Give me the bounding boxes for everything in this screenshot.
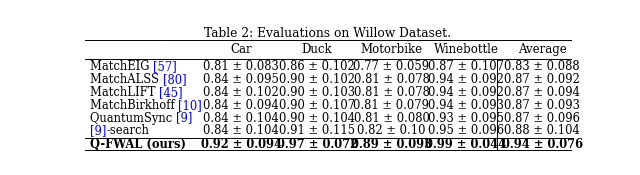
Text: 0.90 ± 0.107: 0.90 ± 0.107 (279, 99, 355, 112)
Text: MatchEIG: MatchEIG (90, 60, 153, 73)
Text: 0.91 ± 0.115: 0.91 ± 0.115 (279, 124, 355, 137)
Text: 0.87 ± 0.107: 0.87 ± 0.107 (428, 60, 504, 73)
Text: MatchALSS: MatchALSS (90, 73, 163, 86)
Text: 0.81 ± 0.078: 0.81 ± 0.078 (353, 86, 429, 99)
Text: 0.81 ± 0.080: 0.81 ± 0.080 (353, 111, 429, 125)
Text: [9]: [9] (90, 124, 106, 137)
Text: 0.94 ± 0.092: 0.94 ± 0.092 (428, 86, 504, 99)
Text: QuantumSync: QuantumSync (90, 111, 176, 125)
Text: 0.88 ± 0.104: 0.88 ± 0.104 (504, 124, 580, 137)
Text: 0.90 ± 0.104: 0.90 ± 0.104 (279, 111, 355, 125)
Text: Table 2: Evaluations on Willow Dataset.: Table 2: Evaluations on Willow Dataset. (205, 27, 451, 40)
Text: 0.87 ± 0.093: 0.87 ± 0.093 (504, 99, 580, 112)
Text: 0.77 ± 0.059: 0.77 ± 0.059 (353, 60, 429, 73)
Text: Motorbike: Motorbike (360, 43, 422, 56)
Text: 0.84 ± 0.095: 0.84 ± 0.095 (204, 73, 279, 86)
Text: 0.87 ± 0.096: 0.87 ± 0.096 (504, 111, 580, 125)
Text: 0.84 ± 0.104: 0.84 ± 0.104 (204, 111, 279, 125)
Text: 0.93 ± 0.095: 0.93 ± 0.095 (428, 111, 504, 125)
Text: 0.97 ± 0.072: 0.97 ± 0.072 (276, 138, 358, 151)
Text: 0.94 ± 0.076: 0.94 ± 0.076 (502, 138, 583, 151)
Text: [9]: [9] (176, 111, 192, 125)
Text: [45]: [45] (159, 86, 182, 99)
Text: 0.81 ± 0.078: 0.81 ± 0.078 (353, 73, 429, 86)
Text: 0.81 ± 0.083: 0.81 ± 0.083 (204, 60, 279, 73)
Text: 0.87 ± 0.094: 0.87 ± 0.094 (504, 86, 580, 99)
Text: 0.84 ± 0.102: 0.84 ± 0.102 (204, 86, 279, 99)
Text: [57]: [57] (153, 60, 177, 73)
Text: Car: Car (230, 43, 252, 56)
Text: 0.81 ± 0.079: 0.81 ± 0.079 (353, 99, 429, 112)
Text: 0.89 ± 0.093: 0.89 ± 0.093 (351, 138, 432, 151)
Text: 0.86 ± 0.102: 0.86 ± 0.102 (279, 60, 355, 73)
Text: Average: Average (518, 43, 566, 56)
Text: 0.92 ± 0.094: 0.92 ± 0.094 (201, 138, 282, 151)
Text: [80]: [80] (163, 73, 186, 86)
Text: 0.90 ± 0.102: 0.90 ± 0.102 (279, 73, 355, 86)
Text: -search: -search (106, 124, 149, 137)
Text: Winebottle: Winebottle (433, 43, 499, 56)
Text: 0.83 ± 0.088: 0.83 ± 0.088 (504, 60, 580, 73)
Text: MatchLIFT: MatchLIFT (90, 86, 159, 99)
Text: 0.99 ± 0.044: 0.99 ± 0.044 (426, 138, 506, 151)
Text: [10]: [10] (179, 99, 202, 112)
Text: 0.87 ± 0.092: 0.87 ± 0.092 (504, 73, 580, 86)
Text: 0.84 ± 0.094: 0.84 ± 0.094 (204, 99, 279, 112)
Text: 0.82 ± 0.10: 0.82 ± 0.10 (357, 124, 426, 137)
Text: MatchBirkhoff: MatchBirkhoff (90, 99, 179, 112)
Text: 0.94 ± 0.092: 0.94 ± 0.092 (428, 73, 504, 86)
Text: Q-FWAL (ours): Q-FWAL (ours) (90, 138, 186, 151)
Text: 0.84 ± 0.104: 0.84 ± 0.104 (204, 124, 279, 137)
Text: 0.94 ± 0.093: 0.94 ± 0.093 (428, 99, 504, 112)
Text: Duck: Duck (302, 43, 332, 56)
Text: 0.90 ± 0.103: 0.90 ± 0.103 (279, 86, 355, 99)
Text: 0.95 ± 0.096: 0.95 ± 0.096 (428, 124, 504, 137)
